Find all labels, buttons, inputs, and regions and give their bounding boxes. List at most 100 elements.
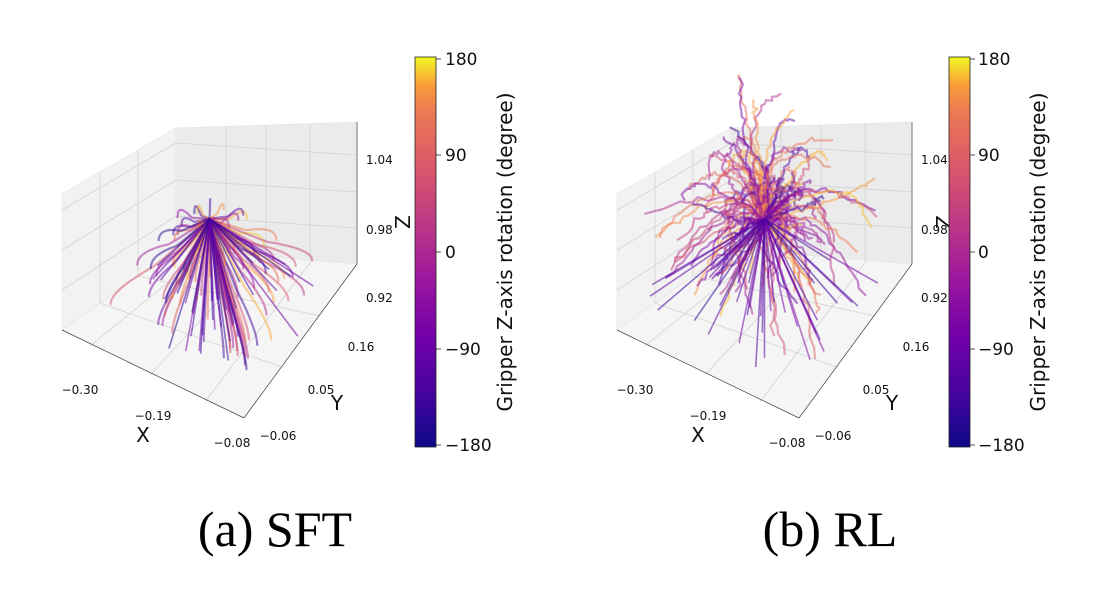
sft-x-tick: −0.08	[214, 436, 251, 450]
rl-x-tick: −0.19	[690, 409, 727, 423]
trajectory-line	[714, 218, 766, 276]
rl-trajectories	[644, 74, 879, 368]
rl-y-tick: 0.16	[903, 340, 930, 354]
trajectory-line	[208, 217, 314, 262]
sft-colorbar-label: Gripper Z-axis rotation (degree)	[493, 92, 517, 411]
trajectory-line	[763, 218, 819, 321]
rl-z-tick: 1.04	[921, 153, 948, 167]
sft-colorbar-tick: 90	[445, 146, 467, 166]
trajectory-line	[164, 218, 211, 300]
rl-colorbar-tick: 180	[978, 50, 1010, 70]
trajectory-line	[763, 218, 786, 313]
trajectory-line	[196, 204, 211, 220]
panel-rl: −0.30 −0.19 −0.08 X −0.06 0.05 0.16 Y 0.…	[555, 0, 1110, 600]
rl-x-tick: −0.30	[617, 383, 654, 397]
sft-colorbar-tick: −90	[445, 340, 481, 360]
sft-y-axis-label: Y	[330, 391, 344, 415]
trajectory-line	[176, 208, 211, 220]
trajectory-line	[657, 218, 766, 311]
trajectory-line	[208, 218, 238, 309]
sft-trajectories	[109, 198, 314, 371]
sft-axes-panes	[61, 121, 358, 419]
trajectory-line	[664, 217, 765, 280]
rl-x-axis-line	[616, 329, 800, 419]
rl-caption: (b) RL	[762, 501, 898, 557]
trajectory-line	[208, 218, 222, 327]
sft-3d-plot: −0.30 −0.19 −0.08 X −0.06 0.05 0.16 Y 0.…	[61, 50, 517, 456]
sft-colorbar-tick: 180	[445, 50, 477, 70]
trajectory-line	[707, 149, 765, 218]
trajectory-line	[763, 218, 839, 304]
rl-colorbar-tick: 90	[978, 146, 1000, 166]
trajectory-line	[208, 218, 216, 330]
rl-colorbar-label: Gripper Z-axis rotation (degree)	[1026, 92, 1050, 411]
sft-colorbar	[414, 56, 437, 448]
sft-y-tick: 0.05	[308, 383, 335, 397]
trajectory-line	[693, 218, 766, 322]
rl-y-axis-label: Y	[885, 391, 899, 415]
trajectory-line	[751, 99, 765, 218]
sft-y-tick: −0.06	[260, 429, 297, 443]
trajectory-line	[763, 117, 796, 220]
sft-colorbar-tick: 0	[445, 243, 456, 263]
rl-colorbar-tick: 0	[978, 243, 989, 263]
trajectory-line	[763, 218, 859, 307]
trajectory-line	[209, 217, 286, 266]
trajectory-line	[735, 135, 765, 221]
trajectory-line	[764, 217, 879, 284]
rl-colorbar-tick: −90	[978, 340, 1014, 360]
trajectory-line	[763, 218, 776, 303]
trajectory-line	[159, 218, 211, 281]
rl-z-tick: 0.92	[921, 291, 948, 305]
trajectory-line	[763, 218, 811, 360]
trajectory-line	[208, 218, 241, 283]
sft-x-tick: −0.19	[135, 409, 172, 423]
rl-x-tick: −0.08	[769, 436, 806, 450]
sft-y-axis-line	[243, 263, 358, 419]
trajectory-line	[721, 211, 774, 240]
trajectory-line	[721, 201, 766, 222]
trajectory-line	[654, 199, 767, 238]
trajectory-line	[736, 218, 766, 284]
trajectory-line	[670, 205, 765, 271]
trajectory-line	[208, 218, 299, 337]
trajectory-line	[735, 218, 766, 302]
sft-z-tick: 1.04	[366, 153, 393, 167]
panel-sft: −0.30 −0.19 −0.08 X −0.06 0.05 0.16 Y 0.…	[61, 50, 517, 456]
trajectory-line	[739, 194, 771, 238]
trajectory-line	[152, 218, 211, 280]
trajectory-line	[738, 218, 766, 344]
rl-3d-plot: −0.30 −0.19 −0.08 X −0.06 0.05 0.16 Y 0.…	[616, 50, 1050, 456]
rl-z-tick: 0.98	[921, 223, 948, 237]
trajectory-line	[208, 218, 255, 296]
sft-y-tick: 0.16	[348, 340, 375, 354]
trajectory-line	[754, 218, 766, 368]
trajectory-line	[665, 211, 766, 278]
sft-colorbar-tick: −180	[445, 436, 492, 456]
trajectory-line	[208, 218, 278, 292]
trajectory-line	[712, 218, 766, 270]
sft-x-axis-line	[61, 329, 245, 419]
sft-z-tick: 0.92	[366, 291, 393, 305]
trajectory-line	[763, 218, 818, 335]
rl-colorbar-tick: −180	[978, 436, 1025, 456]
sft-caption: (a) SFT	[197, 501, 353, 557]
rl-colorbar	[948, 56, 971, 448]
trajectory-line	[209, 218, 292, 277]
trajectory-line	[208, 218, 235, 324]
trajectory-line	[763, 218, 816, 284]
trajectory-line	[208, 202, 225, 220]
rl-y-tick: −0.06	[815, 429, 852, 443]
trajectory-line	[208, 198, 212, 220]
rl-y-axis-line	[798, 263, 913, 419]
trajectory-line	[719, 218, 766, 307]
trajectory-line	[168, 218, 211, 349]
sft-z-tick: 0.98	[366, 223, 393, 237]
trajectory-line	[157, 217, 211, 242]
trajectory-line	[761, 194, 825, 221]
trajectory-line	[198, 218, 211, 352]
trajectory-line	[764, 188, 804, 220]
trajectory-line	[191, 218, 211, 313]
trajectory-line	[208, 218, 270, 271]
trajectory-line	[208, 218, 231, 342]
